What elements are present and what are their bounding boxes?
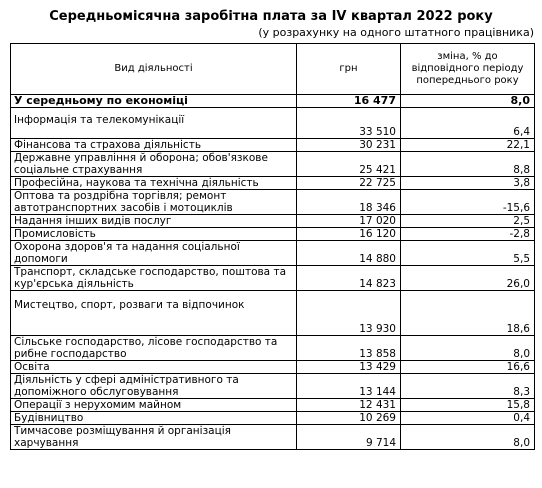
activity-cell: Будівництво [10,411,297,425]
uah-cell: 10 269 [296,411,401,425]
activity-cell: Сільське господарство, лісове господарст… [10,335,297,361]
table-header-row: Вид діяльності грн зміна, % до відповідн… [10,43,535,95]
table-row: Діяльність у сфері адміністративного та … [10,373,535,399]
change-cell: 8,0 [400,424,535,450]
table-row: У середньому по економіці 16 477 8,0 [10,94,535,108]
uah-cell: 14 880 [296,240,401,266]
change-cell: 2,5 [400,214,535,228]
uah-cell: 14 823 [296,265,401,291]
change-cell: 8,0 [400,94,535,108]
table-row: Надання інших видів послуг 17 020 2,5 [10,214,535,228]
table-row: Промисловість 16 120 -2,8 [10,227,535,241]
table-row: Державне управління й оборона; обов'язко… [10,151,535,177]
activity-cell: Діяльність у сфері адміністративного та … [10,373,297,399]
activity-cell: Інформація та телекомунікації [10,107,297,139]
change-cell: 22,1 [400,138,535,152]
change-cell: 0,4 [400,411,535,425]
uah-cell: 30 231 [296,138,401,152]
activity-cell: У середньому по економіці [10,94,297,108]
header-uah: грн [296,43,401,95]
activity-cell: Тимчасове розміщування й організація хар… [10,424,297,450]
table-row: Фінансова та страхова діяльність 30 231 … [10,138,535,152]
activity-cell: Операції з нерухомим майном [10,398,297,412]
activity-cell: Мистецтво, спорт, розваги та відпочинок [10,290,297,336]
change-cell: 18,6 [400,290,535,336]
table-row: Інформація та телекомунікації 33 510 6,4 [10,107,535,139]
uah-cell: 9 714 [296,424,401,450]
uah-cell: 12 431 [296,398,401,412]
table-row: Будівництво 10 269 0,4 [10,411,535,425]
change-cell: 8,8 [400,151,535,177]
report: Середньомісячна заробітна плата за IV кв… [0,0,542,450]
uah-cell: 25 421 [296,151,401,177]
change-cell: 8,0 [400,335,535,361]
page-subtitle: (у розрахунку на одного штатного працівн… [258,26,534,39]
activity-cell: Охорона здоров'я та надання соціальної д… [10,240,297,266]
table-row: Операції з нерухомим майном 12 431 15,8 [10,398,535,412]
uah-cell: 13 144 [296,373,401,399]
change-cell: 6,4 [400,107,535,139]
table-row: Охорона здоров'я та надання соціальної д… [10,240,535,266]
uah-cell: 22 725 [296,176,401,190]
table-row: Оптова та роздрібна торгівля; ремонт авт… [10,189,535,215]
activity-cell: Оптова та роздрібна торгівля; ремонт авт… [10,189,297,215]
change-cell: -15,6 [400,189,535,215]
change-cell: 8,3 [400,373,535,399]
uah-cell: 18 346 [296,189,401,215]
table-row: Освіта 13 429 16,6 [10,360,535,374]
uah-cell: 16 120 [296,227,401,241]
table-row: Тимчасове розміщування й організація хар… [10,424,535,450]
activity-cell: Транспорт, складське господарство, пошто… [10,265,297,291]
change-cell: -2,8 [400,227,535,241]
table-row: Сільське господарство, лісове господарст… [10,335,535,361]
change-cell: 3,8 [400,176,535,190]
table-row: Мистецтво, спорт, розваги та відпочинок … [10,290,535,336]
change-cell: 16,6 [400,360,535,374]
page-title: Середньомісячна заробітна плата за IV кв… [49,9,493,24]
change-cell: 15,8 [400,398,535,412]
header-change: зміна, % до відповідного періоду поперед… [400,43,535,95]
uah-cell: 17 020 [296,214,401,228]
uah-cell: 13 858 [296,335,401,361]
header-activity: Вид діяльності [10,43,297,95]
change-cell: 5,5 [400,240,535,266]
table-row: Транспорт, складське господарство, пошто… [10,265,535,291]
activity-cell: Надання інших видів послуг [10,214,297,228]
activity-cell: Професійна, наукова та технічна діяльніс… [10,176,297,190]
table-row: Професійна, наукова та технічна діяльніс… [10,176,535,190]
activity-cell: Промисловість [10,227,297,241]
change-cell: 26,0 [400,265,535,291]
activity-cell: Державне управління й оборона; обов'язко… [10,151,297,177]
uah-cell: 13 930 [296,290,401,336]
salary-table: Вид діяльності грн зміна, % до відповідн… [10,43,535,450]
activity-cell: Фінансова та страхова діяльність [10,138,297,152]
uah-cell: 13 429 [296,360,401,374]
uah-cell: 33 510 [296,107,401,139]
uah-cell: 16 477 [296,94,401,108]
activity-cell: Освіта [10,360,297,374]
